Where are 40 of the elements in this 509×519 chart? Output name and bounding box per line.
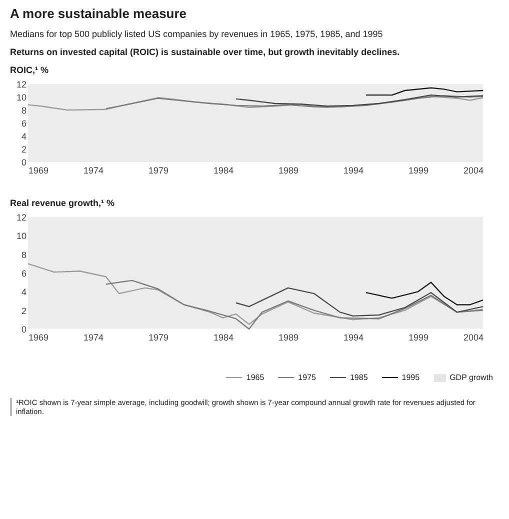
x-tick-label: 1999 <box>408 332 429 342</box>
x-tick-label: 1974 <box>83 332 104 342</box>
x-tick-label: 2004 <box>463 332 484 342</box>
x-tick-label: 1984 <box>213 332 234 342</box>
x-tick-label: 1989 <box>278 332 299 342</box>
y-tick-label: 4 <box>21 132 26 142</box>
x-tick-label: 1999 <box>408 166 429 176</box>
y-tick-label: 8 <box>21 250 26 260</box>
x-tick-label: 1979 <box>148 166 169 176</box>
y-axis-title: Real revenue growth,¹ % <box>10 198 116 208</box>
chart-title: A more sustainable measure <box>10 6 188 21</box>
y-tick-label: 12 <box>16 80 26 90</box>
text: GDP growth <box>448 373 493 382</box>
x-tick-label: 1989 <box>278 166 299 176</box>
y-tick-label: 8 <box>21 106 26 116</box>
y-tick-label: 12 <box>16 212 26 222</box>
y-tick-label: 10 <box>16 92 26 102</box>
x-tick-label: 1974 <box>83 166 104 176</box>
y-tick-label: 2 <box>21 306 26 316</box>
y-tick-label: 10 <box>16 231 26 242</box>
y-tick-label: 4 <box>21 287 26 298</box>
text: Returns on invested capital (ROIC) is sustainable over time, but growth inevitably declines. <box>10 47 401 57</box>
x-tick-label: 1994 <box>343 166 364 176</box>
x-tick-label: 1969 <box>28 332 49 342</box>
legend-label: 1995 <box>400 373 420 382</box>
x-tick-label: 1984 <box>213 166 234 176</box>
y-tick-label: 0 <box>21 158 26 168</box>
x-tick-label: 1979 <box>148 332 169 342</box>
y-tick-label: 0 <box>21 324 26 334</box>
y-tick-label: 6 <box>21 268 26 278</box>
y-axis-title: ROIC,¹ % <box>10 65 50 75</box>
chart-subtitle: Medians for top 500 publicly listed US companies by revenues in 1965, 1975, 1985, and 1995 <box>10 29 384 39</box>
y-tick-label: 2 <box>21 144 26 154</box>
x-tick-label: 2004 <box>463 166 484 176</box>
legend-label: 1985 <box>348 373 368 382</box>
x-tick-label: 1994 <box>343 332 364 342</box>
y-tick-label: 6 <box>21 118 26 128</box>
legend-label: 1975 <box>297 373 316 382</box>
x-tick-label: 1969 <box>28 166 49 176</box>
legend-label: 1965 <box>245 373 264 382</box>
